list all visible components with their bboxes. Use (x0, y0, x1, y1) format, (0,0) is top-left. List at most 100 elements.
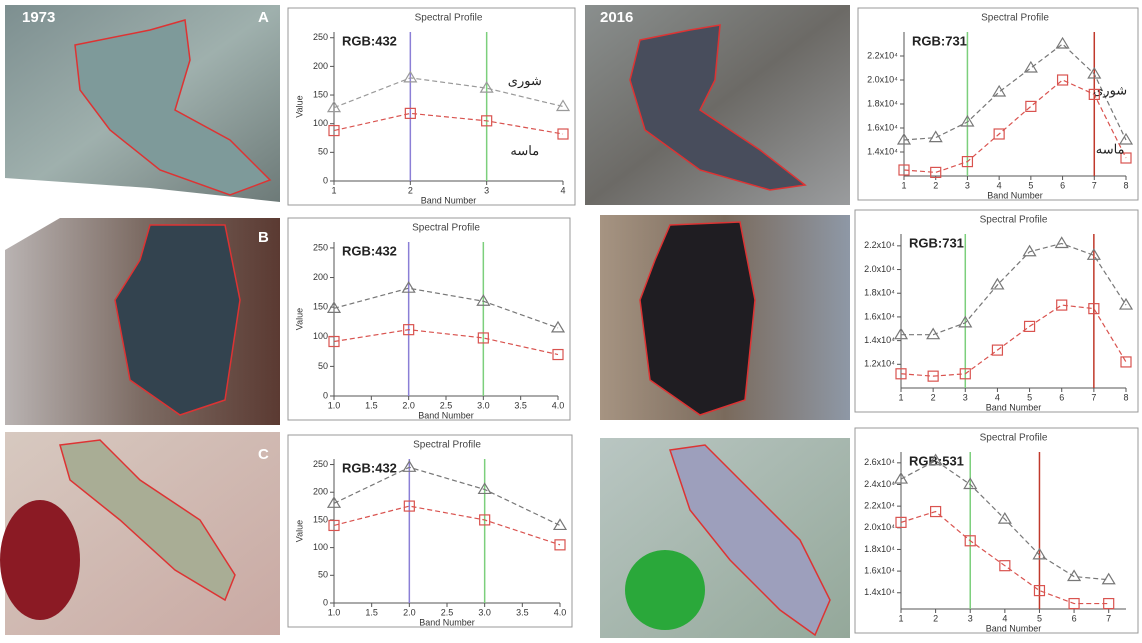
satellite-images (0, 5, 850, 638)
marker (896, 132, 912, 145)
marker (402, 460, 417, 472)
x-tick-label: 1.0 (328, 400, 341, 410)
marker (1120, 152, 1132, 164)
x-tick-label: 1 (331, 185, 336, 195)
marker (961, 156, 974, 168)
marker (1120, 356, 1132, 368)
marker (992, 84, 1007, 97)
annotation: RGB:432 (342, 460, 397, 475)
marker (927, 370, 939, 382)
x-tick-label: 4 (995, 392, 1000, 402)
y-tick-label: 150 (313, 514, 328, 524)
series-label: ماسه (510, 143, 539, 158)
marker (1068, 597, 1080, 610)
x-tick-label: 2 (408, 185, 413, 195)
x-tick-label: 6 (1060, 180, 1065, 190)
series-line (900, 459, 1109, 581)
lake-outline (669, 444, 831, 637)
y-tick-label: 50 (318, 147, 328, 157)
x-tick-label: 5 (1028, 180, 1033, 190)
chart-title: Spectral Profile (981, 13, 1049, 24)
chart-title: Spectral Profile (415, 13, 483, 24)
marker (928, 453, 943, 466)
lake-outline (629, 24, 807, 191)
series-line (333, 505, 561, 546)
marker (928, 130, 943, 143)
x-tick-label: 1.0 (328, 607, 341, 617)
chart: Spectral Profile 0 50 100 150 200 250 1.0 1.5 2.0… (287, 217, 571, 421)
y-tick-label: 0 (323, 390, 328, 400)
chart: Spectral Profile 1.4x10⁴ 1.6x10⁴ 1.8x10⁴ 2.0… (854, 427, 1139, 634)
marker (554, 539, 566, 551)
y-tick-label: 150 (313, 89, 328, 99)
y-tick-label: 2.2x10⁴ (864, 501, 895, 511)
y-tick-label: 50 (318, 361, 328, 371)
chart-title: Spectral Profile (412, 223, 480, 234)
marker (1086, 248, 1101, 260)
chart: Spectral Profile 0 50 100 150 200 250 1 2 3 4 Band … (287, 7, 576, 206)
y-tick-label: 1.6x10⁴ (867, 122, 898, 132)
marker (328, 519, 340, 532)
vegetation (625, 550, 705, 630)
marker (1022, 244, 1037, 257)
x-tick-label: 4 (560, 185, 565, 195)
x-axis-label: Band Number (986, 623, 1042, 633)
marker (1023, 320, 1036, 332)
marker (403, 70, 418, 83)
series-line (333, 112, 564, 135)
x-tick-label: 7 (1106, 613, 1111, 623)
chart-frame (854, 427, 1139, 634)
marker (997, 511, 1012, 524)
x-tick-label: 4.0 (554, 607, 567, 617)
annotation: RGB:432 (342, 243, 397, 258)
x-tick-label: 2.0 (403, 607, 416, 617)
y-tick-label: 1.8x10⁴ (864, 544, 895, 554)
x-tick-label: 3.0 (478, 607, 491, 617)
marker (1118, 297, 1134, 310)
marker (930, 505, 942, 518)
marker (552, 348, 564, 361)
marker (1054, 236, 1069, 249)
chart-frame (857, 7, 1139, 201)
marker (404, 107, 416, 119)
marker (960, 114, 975, 127)
series-line (333, 329, 559, 356)
marker (991, 344, 1004, 356)
lake-outline (639, 221, 756, 416)
x-axis-label: Band Number (418, 410, 474, 420)
marker (993, 128, 1005, 140)
x-tick-label: 2 (931, 392, 936, 402)
series-label: ماسه (1096, 142, 1125, 157)
series-line (903, 43, 1127, 141)
marker (964, 535, 976, 547)
x-tick-label: 2 (933, 180, 938, 190)
y-tick-label: 200 (313, 61, 328, 71)
marker (477, 482, 492, 495)
x-tick-label: 8 (1123, 392, 1128, 402)
y-tick-label: 50 (318, 570, 328, 580)
marker (999, 560, 1011, 572)
marker (552, 518, 568, 531)
marker (555, 99, 571, 112)
marker (958, 315, 973, 328)
annotation: RGB:432 (342, 33, 397, 48)
lake-outline (114, 224, 241, 416)
x-tick-label: 3 (484, 185, 489, 195)
image-corner (5, 178, 280, 202)
chart-title: Spectral Profile (413, 440, 481, 451)
x-tick-label: 3 (965, 180, 970, 190)
marker (479, 514, 491, 526)
marker (1103, 597, 1115, 610)
marker (1055, 36, 1070, 49)
x-tick-label: 7 (1091, 392, 1096, 402)
y-tick-label: 1.4x10⁴ (864, 335, 895, 345)
lake-outline (74, 19, 272, 196)
marker (326, 496, 342, 508)
marker (481, 115, 493, 127)
marker (1088, 303, 1100, 315)
marker (893, 471, 909, 484)
chart-title: Spectral Profile (980, 215, 1048, 226)
marker (1087, 66, 1102, 79)
marker (1032, 547, 1047, 560)
